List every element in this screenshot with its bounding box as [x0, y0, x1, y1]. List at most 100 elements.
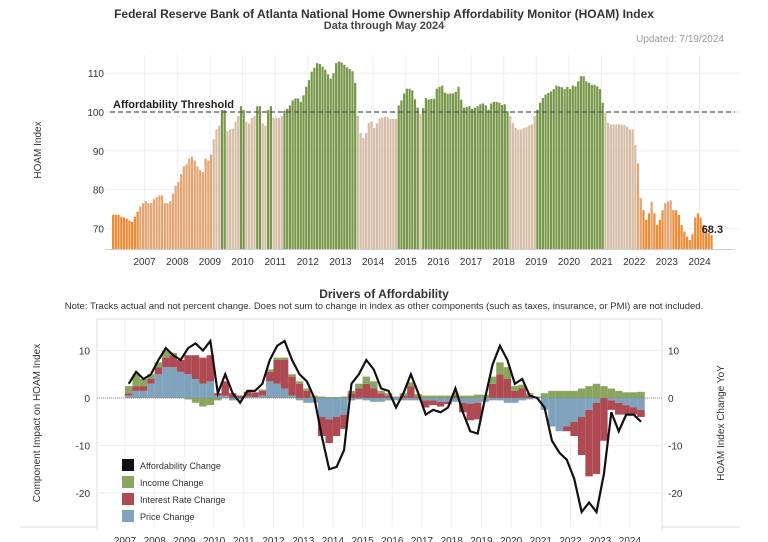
index-bar — [555, 85, 558, 249]
x-tick-label: 2012 — [262, 536, 285, 542]
index-bar — [362, 137, 365, 249]
index-bar — [588, 82, 591, 250]
price-change-bar — [176, 371, 185, 398]
x-tick-label: 2024 — [619, 536, 642, 542]
interest-rate-change-bar — [407, 386, 415, 398]
x-tick-label: 2017 — [411, 536, 434, 542]
interest-rate-change-bar — [347, 393, 356, 398]
index-bar — [462, 107, 466, 250]
x-tick-label: 2020 — [558, 257, 581, 268]
index-bar — [288, 105, 292, 250]
index-bar — [158, 195, 161, 249]
income-change-bar — [629, 392, 638, 398]
index-bar — [460, 99, 463, 249]
index-bar — [704, 231, 708, 249]
index-bar — [182, 166, 185, 249]
index-bar — [539, 102, 542, 249]
price-change-bar — [169, 367, 177, 398]
income-change-bar — [377, 390, 385, 394]
interest-rate-change-bar — [414, 396, 422, 398]
index-bar — [131, 221, 134, 249]
left-y-tick-label: 10 — [79, 347, 91, 358]
income-change-bar — [444, 395, 452, 398]
index-bar — [607, 122, 610, 249]
interest-rate-change-bar — [570, 421, 578, 436]
x-tick-label: 2013 — [292, 536, 315, 542]
index-bar — [324, 69, 327, 249]
index-bar — [120, 216, 123, 249]
index-bar — [386, 117, 389, 249]
interest-rate-change-bar — [162, 357, 170, 368]
x-tick-label: 2011 — [233, 536, 255, 542]
price-change-bar — [488, 398, 497, 401]
index-bar — [280, 115, 283, 249]
index-bar — [438, 86, 441, 249]
x-tick-label: 2020 — [500, 536, 523, 542]
legend-label: Interest Rate Change — [140, 495, 226, 505]
income-change-bar — [162, 350, 170, 358]
price-change-bar — [332, 398, 341, 417]
index-bar — [585, 81, 588, 250]
interest-rate-change-bar — [384, 395, 393, 398]
index-bar — [582, 76, 585, 249]
index-bar — [226, 131, 229, 249]
income-change-bar — [191, 398, 200, 403]
interest-rate-change-bar — [280, 360, 289, 389]
price-change-bar — [191, 379, 200, 398]
drivers-title: Drivers of Affordability — [319, 287, 449, 301]
index-bar — [628, 129, 632, 249]
index-bar — [500, 105, 504, 250]
income-change-bar — [459, 395, 467, 398]
y-tick-label: 100 — [87, 108, 104, 119]
price-change-bar — [266, 381, 274, 398]
interest-rate-change-bar — [206, 355, 215, 382]
income-change-bar — [600, 386, 608, 398]
index-bar — [272, 117, 275, 249]
price-change-bar — [429, 398, 437, 401]
index-bar — [432, 98, 436, 249]
index-bar — [152, 199, 156, 249]
income-change-bar — [570, 390, 578, 398]
right-y-tick-label: -20 — [668, 489, 683, 500]
index-bar — [601, 102, 604, 249]
x-tick-label: 2021 — [590, 257, 613, 268]
y-axis-title: HOAM Index — [33, 121, 44, 178]
index-bar — [258, 106, 262, 250]
index-bar — [209, 154, 213, 249]
index-bar — [261, 123, 264, 249]
index-bar — [653, 213, 656, 249]
price-change-bar — [399, 398, 408, 401]
index-bar — [636, 163, 640, 249]
left-y-tick-label: -10 — [76, 442, 91, 453]
price-change-bar — [347, 398, 356, 401]
index-bar — [190, 156, 194, 249]
income-change-bar — [266, 369, 274, 372]
last-value-label: 68.3 — [702, 224, 723, 236]
index-bar — [239, 106, 243, 250]
index-bar — [707, 233, 710, 249]
price-change-bar — [184, 374, 192, 398]
index-bar — [367, 122, 370, 249]
index-bar — [234, 121, 237, 249]
interest-rate-change-bar — [422, 400, 430, 408]
x-tick-label: 2018 — [441, 536, 464, 542]
x-tick-label: 2012 — [297, 257, 320, 268]
index-bar — [296, 98, 300, 249]
interest-rate-change-bar — [251, 392, 259, 398]
income-change-bar — [147, 374, 155, 379]
legend-swatch — [122, 493, 134, 505]
threshold-label: Affordability Threshold — [113, 99, 234, 111]
index-bar — [275, 117, 278, 249]
income-change-bar — [384, 393, 393, 396]
x-tick-label: 2018 — [493, 257, 516, 268]
income-change-bar — [422, 395, 430, 398]
index-bar — [506, 111, 509, 249]
interest-rate-change-bar — [563, 426, 571, 432]
index-bar — [237, 115, 240, 249]
index-bar — [449, 93, 452, 249]
index-bar — [397, 105, 400, 250]
index-bar — [530, 124, 534, 249]
index-bar — [517, 129, 520, 249]
income-change-bar — [362, 376, 371, 384]
right-y-tick-label: -10 — [668, 442, 683, 453]
